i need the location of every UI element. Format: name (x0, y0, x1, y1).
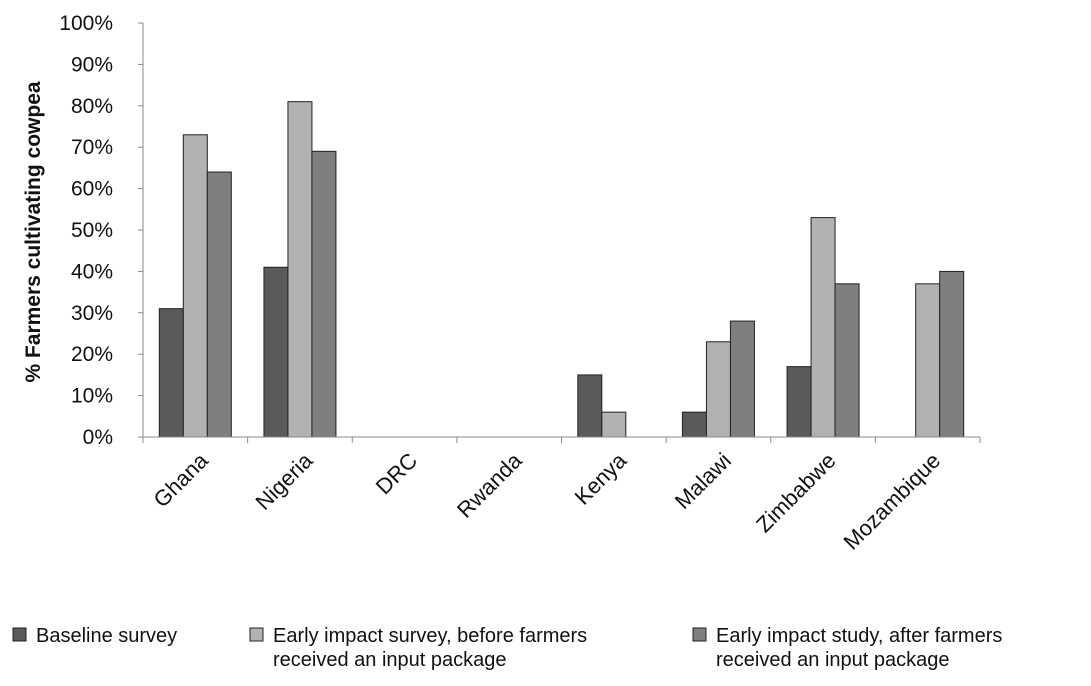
bar-3-mozambique (939, 270, 965, 438)
y-tick-label: 90% (71, 53, 113, 76)
y-axis-ticks: 0% 10% 20% 30% 40% 50% 60% 70% 80% 90% 100% (59, 12, 143, 449)
bar-2-zimbabwe (810, 217, 836, 438)
legend-label: Early impact study, after farmers (716, 625, 1002, 647)
axes (142, 23, 981, 443)
x-tick-label-zimbabwe: Zimbabwe (751, 448, 840, 537)
y-tick-label: 0% (83, 426, 113, 449)
legend-label: received an input package (273, 649, 507, 671)
y-tick-label: 40% (71, 260, 113, 283)
legend-swatch (249, 627, 264, 642)
y-axis-title: % Farmers cultivating cowpea (22, 81, 45, 382)
bar-1-zimbabwe (786, 366, 812, 438)
bar-2-mozambique (915, 283, 941, 438)
x-tick-label-malawi: Malawi (670, 448, 736, 514)
bar-3-ghana (206, 171, 232, 438)
legend-label: Early impact survey, before farmers (273, 625, 587, 647)
x-tick-label-ghana: Ghana (148, 447, 213, 512)
bar-3-nigeria (311, 150, 337, 438)
x-tick-label-nigeria: Nigeria (251, 447, 319, 515)
y-tick-label: 50% (71, 219, 113, 242)
bar-3-zimbabwe (834, 283, 860, 438)
x-tick-label-kenya: Kenya (570, 447, 632, 509)
legend-label: received an input package (716, 649, 950, 671)
x-tick-label-mozambique: Mozambique (838, 448, 945, 555)
y-tick-label: 70% (71, 136, 113, 159)
bar-1-kenya (577, 374, 603, 438)
x-axis-labels: Ghana Nigeria DRC Rwanda Kenya Malawi Zimbabwe… (148, 447, 945, 554)
y-tick-label: 20% (71, 343, 113, 366)
y-tick-label: 30% (71, 302, 113, 325)
legend-swatch (692, 627, 707, 642)
y-tick-label: 60% (71, 178, 113, 201)
x-tick-label-drc: DRC (371, 448, 422, 499)
bar-3-malawi (729, 320, 755, 438)
y-tick-label: 10% (71, 385, 113, 408)
y-axis-title-group: % Farmers cultivating cowpea (22, 81, 45, 382)
bar-2-nigeria (287, 101, 313, 438)
bar-2-malawi (705, 341, 731, 438)
bar-2-ghana (182, 134, 208, 438)
legend-swatch (12, 627, 27, 642)
y-tick-label: 100% (59, 12, 113, 35)
y-tick-label: 80% (71, 95, 113, 118)
legend-label: Baseline survey (36, 625, 177, 647)
bar-1-ghana (158, 308, 184, 438)
bar-2-kenya (601, 411, 627, 438)
legend: Baseline survey Early impact survey, befo… (12, 625, 1002, 671)
bar-1-nigeria (263, 266, 289, 438)
bars (158, 101, 965, 438)
bar-1-malawi (681, 411, 707, 438)
x-tick-label-rwanda: Rwanda (452, 447, 527, 522)
